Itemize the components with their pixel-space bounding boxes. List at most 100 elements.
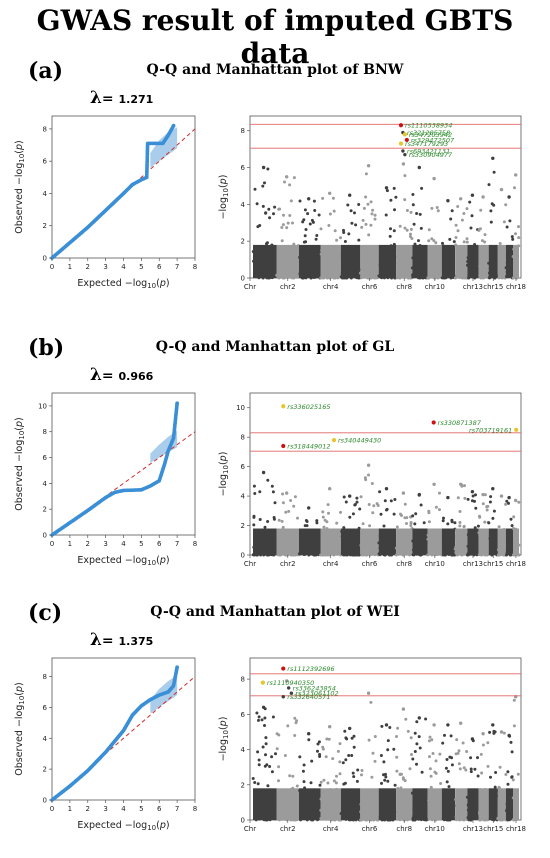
snp-point [264,742,268,746]
snp-point [384,775,388,779]
snp-point [458,524,462,528]
snp-point [462,525,466,529]
chromosome-base [478,244,489,278]
snp-point [434,241,438,245]
snp-point [409,232,412,236]
snp-point [449,734,453,738]
significant-snp-point [403,152,407,157]
snp-point [379,754,383,757]
chromosome-3-points [298,732,322,822]
chromosome-18-points [511,498,521,557]
snp-point [427,239,431,243]
chromosome-15-points [487,156,499,280]
snp-point [309,781,313,785]
snp-point [287,509,291,513]
chromosome-base [340,528,361,555]
qq-y-tick-label: 8 [43,673,47,681]
snp-label: rs693421131 [407,147,450,155]
snp-point [507,501,510,505]
snp-point [436,209,440,213]
snp-point [512,515,516,519]
chromosome-4-points [319,487,343,557]
snp-point [281,223,285,227]
snp-point [302,240,306,244]
snp-point [275,747,279,751]
qq-x-axis-label: Expected −log10(p) [77,555,169,567]
snp-point [446,769,450,773]
chromosome-base [441,788,456,820]
qq-x-tick-label: 8 [193,805,197,813]
snp-point [478,514,481,518]
manhattan-y-axis-label: −log10(p) [218,175,230,220]
chromosome-base [505,244,513,278]
snp-point [456,205,460,208]
significant-snp-point [404,137,409,143]
snp-point [465,750,469,753]
chromosome-9-points [411,492,429,557]
snp-point [292,242,296,246]
chromosome-base [320,528,341,555]
qq-y-tick-label: 4 [43,480,48,488]
snp-peak-point [348,726,352,731]
snp-point [310,218,314,222]
snp-point [252,484,256,488]
snp-point [352,734,356,738]
snp-point [281,501,285,505]
snp-label: rs1110940350 [267,679,314,687]
snp-peak-point [507,195,511,199]
snp-point [306,212,310,216]
snp-point [364,478,368,482]
snp-point [469,770,473,774]
snp-point [356,768,360,772]
snp-point [487,183,491,187]
snp-point [392,747,396,751]
chromosome-1-points [251,470,277,557]
snp-point [427,509,431,513]
snp-point [273,501,277,505]
snp-point [316,749,319,753]
panel-title: Q-Q and Manhattan plot of BNW [146,62,404,78]
qq-y-axis-label: Observed −log10(p) [14,417,26,511]
snp-point [312,199,316,203]
snp-point [347,232,351,236]
snp-point [505,499,509,503]
manhattan-y-tick-label: 0 [241,275,245,283]
chromosome-5-points [339,193,362,280]
snp-peak-point [446,723,450,727]
qq-x-tick-label: 2 [86,805,90,813]
chromosome-label: chr6 [362,825,378,833]
snp-point [366,202,370,206]
snp-point [403,502,407,506]
snp-point [369,700,373,704]
snp-point [427,228,431,232]
snp-point [473,767,477,771]
snp-point [328,212,332,216]
snp-peak-point [348,193,352,197]
snp-label: rs1110538934 [405,122,452,130]
snp-point [346,203,350,207]
snp-point [470,214,474,218]
snp-point [442,516,445,520]
snp-point [408,767,412,771]
snp-point [463,496,467,500]
qq-y-tick-label: 0 [43,255,47,263]
snp-point [277,207,281,211]
snp-point [325,520,329,524]
panel-wei: (c) Q-Q and Manhattan plot of WEI λ= 1.3… [0,600,550,855]
chromosome-base [276,244,299,278]
qq-x-tick-label: 5 [139,805,143,813]
snp-point [350,221,354,225]
snp-point [419,226,423,230]
plots-svg: 0 1 2 3 4 5 6 7 8 0 2 4 6 8 Expected −log10(p) Observed… [14,115,526,291]
snp-point [393,783,397,787]
snp-point [261,184,265,188]
snp-point [452,240,456,244]
chromosome-label: chr10 [425,283,445,291]
snp-point [471,494,475,498]
manhattan-y-axis-label: −log10(p) [218,452,230,497]
snp-point [285,226,289,230]
snp-point [474,493,477,497]
snp-peak-point [481,195,485,199]
snp-point [376,504,380,507]
snp-point [350,754,354,757]
